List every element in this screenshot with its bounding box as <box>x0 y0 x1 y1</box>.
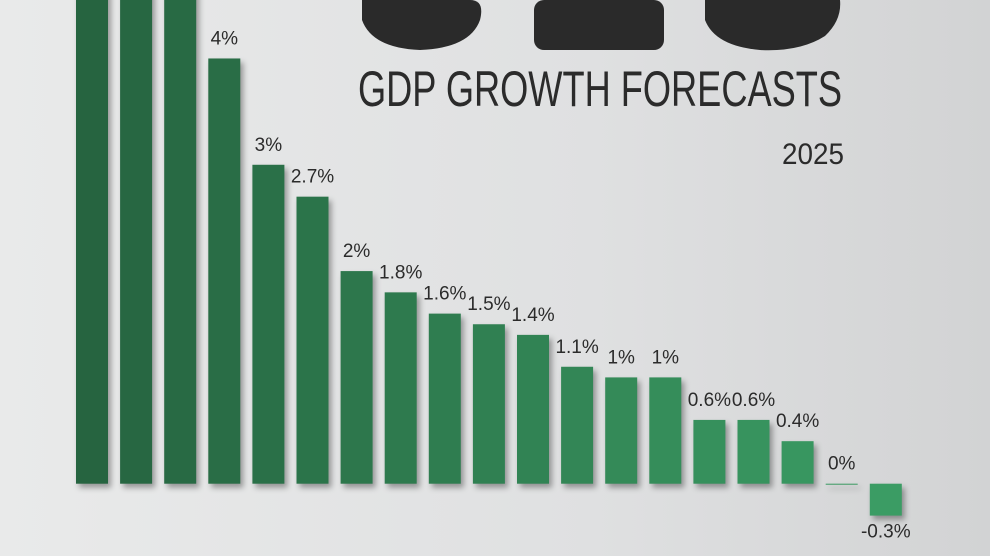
value-label: 1.8% <box>379 262 422 283</box>
value-label: 1.1% <box>555 337 598 358</box>
bar <box>252 164 285 484</box>
bar <box>340 271 373 484</box>
bar <box>208 58 241 484</box>
value-label: 2.7% <box>291 167 334 188</box>
bar <box>296 196 329 484</box>
value-label: 4% <box>211 28 239 49</box>
value-label: 3% <box>255 135 283 156</box>
value-label: 0.4% <box>776 411 819 432</box>
bar <box>693 419 726 484</box>
value-label: 1.6% <box>423 284 466 305</box>
bar <box>781 441 814 484</box>
value-label: 1% <box>607 347 635 368</box>
value-label: 0% <box>828 454 856 475</box>
value-label: 1.4% <box>511 305 554 326</box>
bar <box>737 419 770 484</box>
bar <box>472 324 505 484</box>
value-label: 0.6% <box>688 390 731 411</box>
value-label: 2% <box>343 241 371 262</box>
bar <box>164 0 197 484</box>
value-label: 1% <box>652 347 680 368</box>
bar <box>825 483 858 485</box>
bar <box>428 313 461 484</box>
value-label: 0.6% <box>732 390 775 411</box>
bar <box>649 377 682 484</box>
bar <box>869 483 902 516</box>
bar <box>76 0 108 484</box>
bar <box>561 366 594 484</box>
value-label: -0.3% <box>861 522 911 543</box>
value-label: 1.5% <box>467 294 510 315</box>
bar <box>517 334 549 484</box>
bar <box>384 292 417 484</box>
chart-subtitle: 2025 <box>782 138 844 171</box>
bar <box>605 377 638 484</box>
bar <box>120 0 153 484</box>
logo-fragment <box>362 0 841 51</box>
chart-title: GDP GROWTH FORECASTS <box>358 61 842 117</box>
